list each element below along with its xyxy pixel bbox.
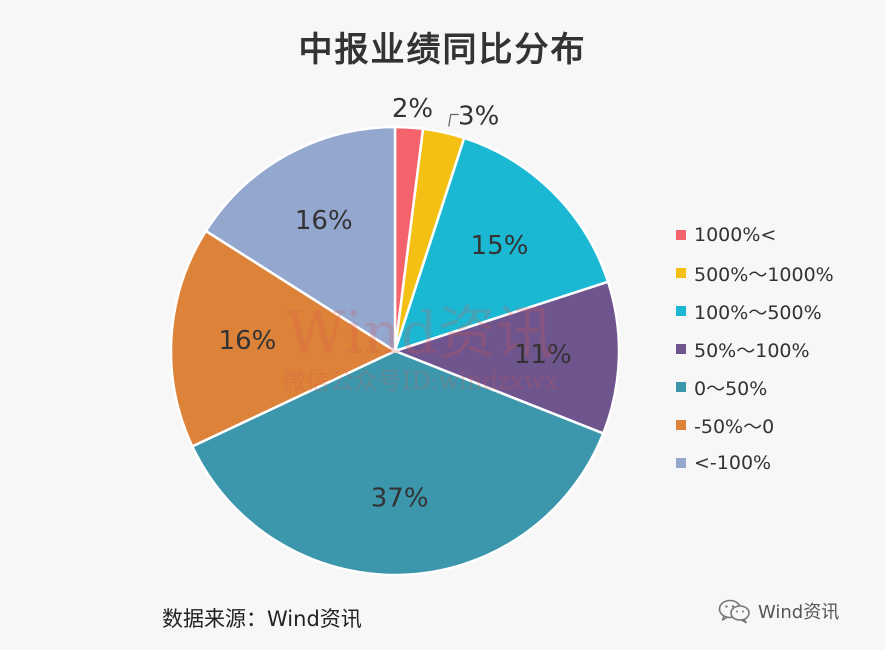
pie-slice-3 (391, 280, 621, 436)
legend-swatch-1 (676, 268, 686, 278)
legend-label-3: 50%～100% (694, 339, 810, 362)
footer-brand-label: Wind资讯 (758, 602, 840, 623)
legend-item-2: 100%～500% (676, 292, 834, 330)
data-label-3: 11% (514, 340, 572, 370)
data-label-2: 15% (471, 231, 529, 261)
pie-slice-4 (190, 349, 605, 577)
legend-label-1: 500%～1000% (694, 263, 834, 286)
legend-item-1: 500%～1000% (676, 254, 834, 292)
legend-swatch-4 (676, 382, 686, 392)
legend-item-4: 0～50% (676, 368, 834, 406)
source-text: 数据来源：Wind资讯 (162, 607, 362, 631)
legend-swatch-6 (676, 458, 686, 468)
legend-swatch-0 (676, 230, 686, 240)
legend-swatch-5 (676, 420, 686, 430)
legend-label-0: 1000%< (694, 224, 777, 246)
legend-label-4: 0～50% (694, 377, 768, 400)
pie-slice-6 (204, 125, 397, 354)
data-label-0: 2% (392, 94, 433, 124)
data-label-6: 16% (295, 206, 353, 236)
footer-brand: Wind资讯 (718, 598, 839, 624)
legend-item-0: 1000%< (676, 216, 834, 254)
legend-label-2: 100%～500% (694, 301, 822, 324)
data-label-1: 3% (458, 101, 499, 131)
chart-title: 中报业绩同比分布 (298, 30, 587, 70)
legend-item-5: -50%～0 (676, 406, 834, 444)
legend-swatch-3 (676, 344, 686, 354)
legend-swatch-2 (676, 306, 686, 316)
pie-slice-5 (169, 229, 398, 449)
legend-item-3: 50%～100% (676, 330, 834, 368)
wechat-icon (718, 599, 750, 624)
pie-slice-2 (393, 136, 610, 353)
legend-label-5: -50%～0 (694, 415, 775, 438)
legend-item-6: <-100% (676, 444, 834, 482)
legend-label-6: <-100% (694, 452, 772, 474)
leader-line-1 (448, 113, 459, 127)
data-label-4: 37% (371, 483, 429, 513)
legend: 1000%< 500%～1000% 100%～500% 50%～100% 0～50% -5… (676, 216, 834, 482)
data-label-5: 16% (219, 326, 277, 356)
